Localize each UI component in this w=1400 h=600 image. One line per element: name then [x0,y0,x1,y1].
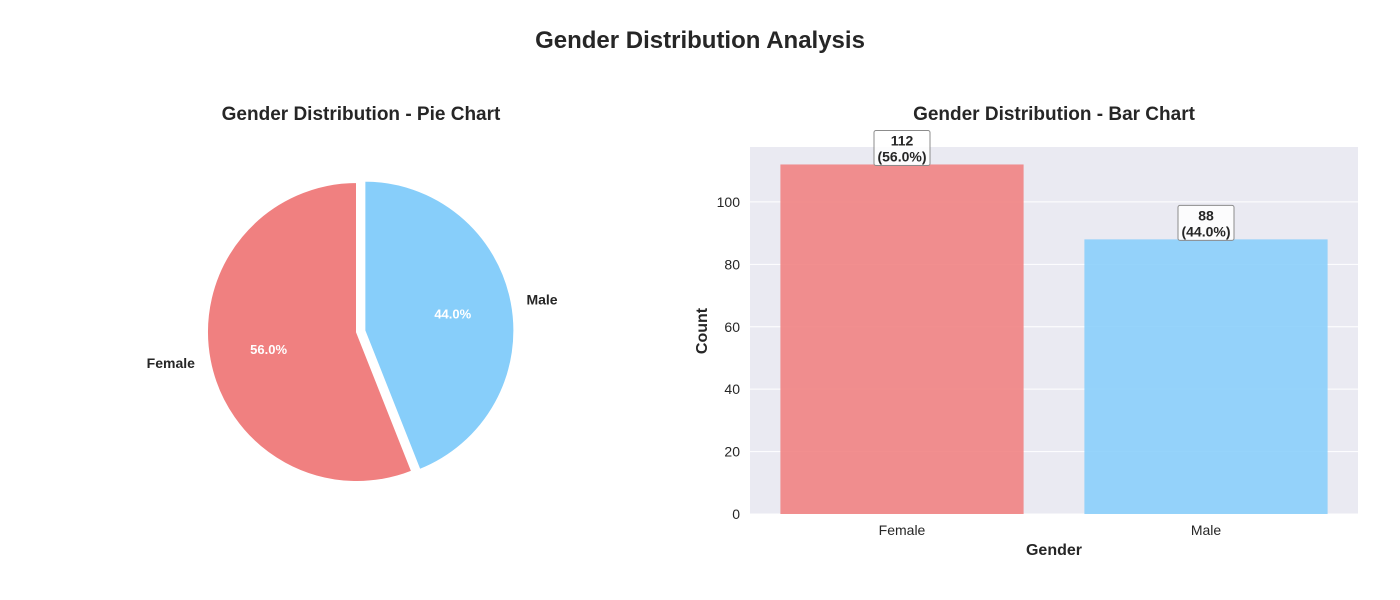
figure-title: Gender Distribution Analysis [535,27,865,54]
x-axis-label: Gender [1026,542,1082,559]
y-axis-ticks: 0 20 40 60 80 100 [717,194,741,522]
bar-value-label-male: 88 [1198,207,1214,223]
pie-percent-label-female: 56.0% [250,342,287,357]
bar-annotation-box-male [1177,204,1235,241]
pie-slices: 56.0% Female 44.0% Male [147,179,558,483]
bar-male [1084,239,1328,514]
y-tick-label-60: 60 [724,319,740,335]
bar-value-label-female: 112 [891,132,914,148]
bar-percent-label-female: (56.0%) [877,148,926,164]
bar-chart: Gender Distribution - Bar Chart 0 20 40 60 8… [694,104,1358,559]
pie-slice-female [206,180,414,483]
pie-label-female: Female [147,355,195,371]
x-tick-label-female: Female [879,522,926,538]
bar-percent-label-male: (44.0%) [1181,223,1230,239]
bar-annotation-box-female [873,129,931,166]
y-tick-label-80: 80 [724,256,740,272]
pie-slice-male [363,179,516,472]
pie-label-male: Male [526,292,557,308]
pie-chart: Gender Distribution - Pie Chart 56.0% Fem… [147,104,558,483]
y-tick-label-20: 20 [724,444,740,460]
y-tick-label-100: 100 [717,194,741,210]
y-tick-label-40: 40 [724,381,740,397]
x-axis-ticks: Female Male [879,522,1222,538]
bar-annotations: 112(56.0%) 88(44.0%) [873,129,1235,241]
pie-chart-title: Gender Distribution - Pie Chart [222,104,501,125]
pie-percent-label-male: 44.0% [434,307,471,322]
y-axis-label: Count [694,307,711,354]
y-tick-label-0: 0 [732,506,740,522]
x-tick-label-male: Male [1191,522,1222,538]
bar-chart-title: Gender Distribution - Bar Chart [913,104,1196,125]
bar-female [780,164,1024,514]
bars [780,164,1328,514]
